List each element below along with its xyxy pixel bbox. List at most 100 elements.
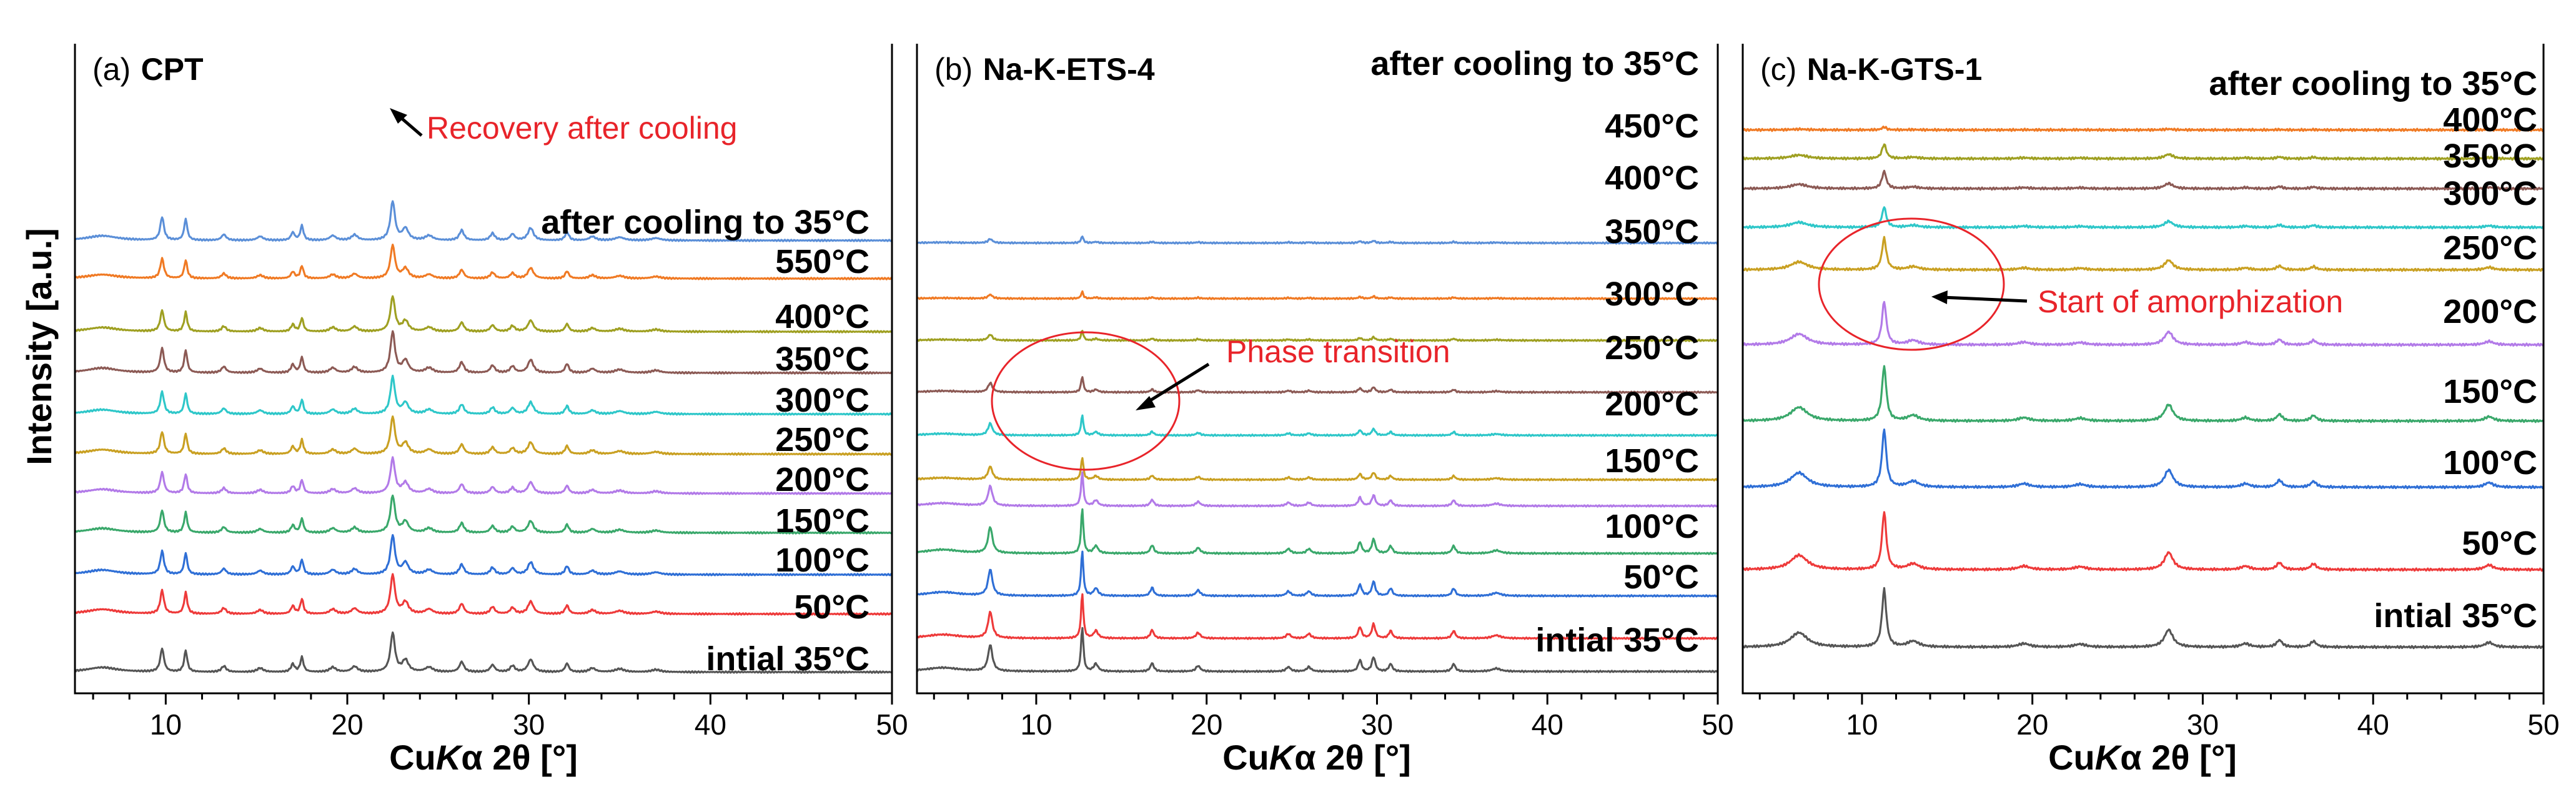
series-line xyxy=(916,508,1718,555)
x-title-k: K xyxy=(2095,738,2123,777)
series-label: 250°C xyxy=(775,421,869,458)
phase-transition-arrowhead xyxy=(1136,396,1156,410)
series-label: 400°C xyxy=(2443,101,2537,139)
series-line xyxy=(1741,143,2544,161)
x-tick-label: 40 xyxy=(2357,708,2389,741)
series-line xyxy=(1741,235,2545,272)
panel-ets4-traces xyxy=(916,235,1719,673)
panel-ets4-frame xyxy=(916,44,1719,695)
panel-cpt-traces xyxy=(74,200,893,674)
x-title-rest: α 2θ [°] xyxy=(2120,738,2237,777)
series-label: 250°C xyxy=(1605,329,1699,367)
series-line xyxy=(916,471,1718,508)
series-label: 100°C xyxy=(2443,444,2537,482)
panel-cpt-x-axis-title: CuKα 2θ [°] xyxy=(389,738,578,777)
amorphization-arrowhead xyxy=(1931,290,1948,304)
x-tick-label: 20 xyxy=(2016,708,2048,741)
panel-gts1-temperature-labels: intial 35°C 50°C 100°C 150°C 200°C 250°C 300°C… xyxy=(2209,65,2537,635)
series-line xyxy=(74,456,893,495)
series-line xyxy=(916,290,1719,300)
series-label: 200°C xyxy=(2443,293,2537,330)
series-line xyxy=(74,374,893,416)
series-line xyxy=(916,330,1718,342)
panel-gts1-frame xyxy=(1741,44,2545,695)
series-line xyxy=(74,415,893,456)
panel-gts1-heading: (c) Na-K-GTS-1 xyxy=(1760,52,1982,87)
x-title-k: K xyxy=(1269,738,1297,777)
panel-gts1-traces xyxy=(1741,126,2545,650)
panel-gts1-x-axis-title: CuKα 2θ [°] xyxy=(2048,738,2237,777)
series-label: 200°C xyxy=(775,461,869,498)
phase-transition-circle xyxy=(991,331,1181,471)
series-label: 550°C xyxy=(775,243,869,280)
x-tick-label: 10 xyxy=(1846,708,1878,741)
x-tick-label: 50 xyxy=(1702,708,1733,741)
panel-ets4-letter: (b) xyxy=(934,52,973,87)
series-label: after cooling to 35°C xyxy=(1370,45,1699,82)
panel-cpt-heading: (a) CPT xyxy=(92,52,204,87)
series-line xyxy=(74,573,893,616)
panel-cpt: 10 20 30 40 50 (a) CPT CuKα 2θ [°] intial 35… xyxy=(74,44,908,777)
x-tick-label: 10 xyxy=(1020,708,1052,741)
panel-ets4: 10 20 30 40 50 (b) Na-K-ETS-4 CuKα 2θ [°] in… xyxy=(916,44,1734,777)
series-label: after cooling to 35°C xyxy=(541,204,869,241)
series-line xyxy=(916,626,1718,673)
series-label: 200°C xyxy=(1605,385,1699,423)
series-line xyxy=(74,200,893,242)
series-line xyxy=(74,494,893,535)
x-title-rest: α 2θ [°] xyxy=(1294,738,1411,777)
series-label: 450°C xyxy=(1605,107,1699,145)
series-label: intial 35°C xyxy=(1535,621,1699,659)
series-line xyxy=(916,376,1718,394)
panel-gts1-letter: (c) xyxy=(1760,52,1796,87)
series-label: 100°C xyxy=(1605,508,1699,545)
x-title-k: K xyxy=(436,738,463,777)
panel-gts1-title: Na-K-GTS-1 xyxy=(1807,52,1983,87)
series-label: 300°C xyxy=(2443,175,2537,212)
panel-ets4-ticks: 10 20 30 40 50 xyxy=(933,693,1734,741)
panel-cpt-frame xyxy=(74,44,893,695)
series-label: 300°C xyxy=(775,382,869,419)
series-line xyxy=(916,414,1719,437)
series-line xyxy=(916,457,1718,482)
series-line xyxy=(916,593,1719,640)
x-tick-label: 40 xyxy=(1532,708,1563,741)
series-label: 250°C xyxy=(2443,229,2537,267)
recovery-annotation: Recovery after cooling xyxy=(427,111,737,146)
series-line xyxy=(1742,126,2545,132)
series-label: 350°C xyxy=(775,340,869,378)
y-axis-title: Intensity [a.u.] xyxy=(19,228,59,465)
phase-transition-arrow xyxy=(1143,362,1210,406)
series-line xyxy=(1742,428,2545,490)
series-label: 50°C xyxy=(1623,558,1699,596)
series-label: intial 35°C xyxy=(2374,597,2537,635)
amorphization-circle xyxy=(1818,217,2005,351)
series-label: 350°C xyxy=(2443,137,2537,175)
series-line xyxy=(1741,365,2544,423)
panel-cpt-letter: (a) xyxy=(92,52,131,87)
recovery-arrowhead xyxy=(390,108,407,124)
series-line xyxy=(1742,206,2544,230)
series-label: 400°C xyxy=(775,298,869,335)
panel-gts1: 10 20 30 40 50 (c) Na-K-GTS-1 CuKα 2θ [°] in… xyxy=(1741,44,2560,777)
panel-ets4-x-axis-title: CuKα 2θ [°] xyxy=(1222,738,1411,777)
series-line xyxy=(74,244,893,280)
x-tick-label: 30 xyxy=(1361,708,1393,741)
series-label: intial 35°C xyxy=(706,640,869,678)
series-label: 50°C xyxy=(794,588,869,626)
panel-cpt-ticks: 10 20 30 40 50 xyxy=(92,693,908,741)
x-tick-label: 40 xyxy=(695,708,726,741)
x-tick-label: 20 xyxy=(331,708,363,741)
x-title-cu: Cu xyxy=(2048,738,2095,777)
panel-gts1-ticks: 10 20 30 40 50 xyxy=(1758,693,2560,741)
amorphization-arrow xyxy=(1942,295,2028,303)
series-label: after cooling to 35°C xyxy=(2209,65,2537,102)
series-line xyxy=(74,330,893,375)
series-label: 100°C xyxy=(775,542,869,579)
series-label: 150°C xyxy=(775,502,869,540)
series-line xyxy=(1742,300,2545,347)
series-label: 150°C xyxy=(1605,442,1699,480)
